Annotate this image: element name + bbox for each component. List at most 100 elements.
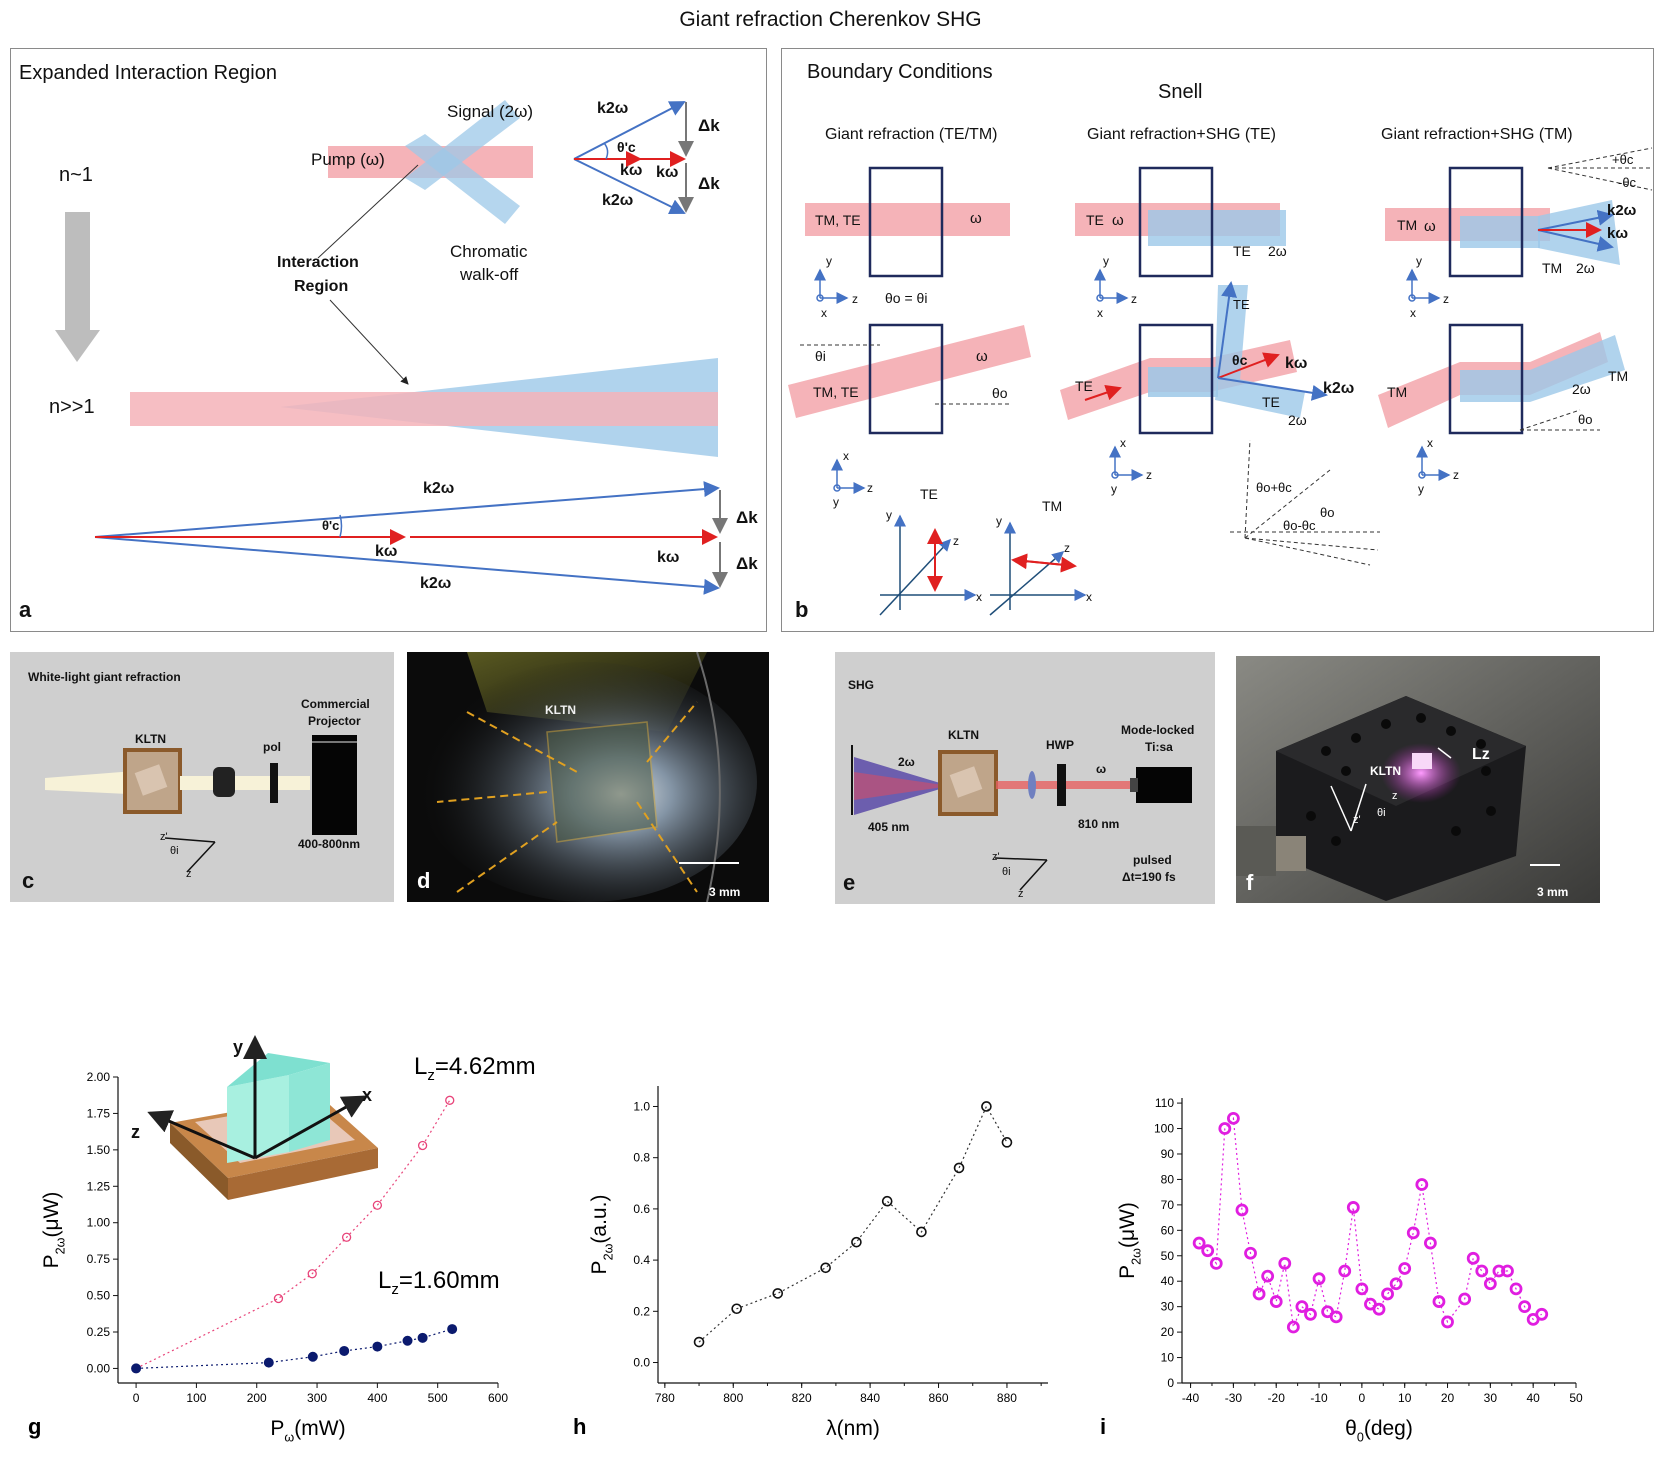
e-z: z — [1018, 888, 1024, 900]
data-point — [1329, 1310, 1343, 1324]
theta-arc-small — [603, 142, 609, 160]
x-tick-label: 100 — [186, 1391, 206, 1405]
e-kltn: KLTN — [948, 728, 980, 742]
beam-b2-bottom-blue — [1148, 367, 1218, 397]
panel-i-label: i — [1100, 1414, 1106, 1439]
c-axes — [164, 837, 216, 873]
x-tick-label: 780 — [655, 1391, 675, 1405]
y-tick-label: 1.0 — [633, 1099, 650, 1113]
y-tick-label: 90 — [1161, 1147, 1175, 1161]
e-laser-2: Ti:sa — [1145, 740, 1173, 754]
ax1-z: z — [852, 292, 858, 306]
y-tick-label: 20 — [1161, 1325, 1175, 1339]
e-theta: θi — [1002, 866, 1011, 878]
y-tick-label: 0.50 — [87, 1289, 111, 1303]
x-axis-label: θ0(deg) — [1345, 1417, 1413, 1444]
beam-b1-top — [805, 203, 1010, 236]
data-point — [1261, 1269, 1275, 1283]
ax5-z: z — [1146, 468, 1152, 482]
panel-a-heading: Expanded Interaction Region — [19, 62, 277, 84]
dk-label-a2: Δk — [698, 174, 720, 193]
crystal-b3-bottom — [1448, 323, 1524, 435]
data-point — [1278, 1257, 1292, 1270]
data-point — [1209, 1257, 1223, 1270]
data-point — [1252, 1287, 1266, 1301]
crystal-e-inner — [949, 766, 983, 798]
c-z: z — [186, 868, 192, 880]
tm3d-y: y — [996, 514, 1002, 528]
ax2-x: x — [1097, 306, 1103, 320]
y-tick-label: 80 — [1161, 1172, 1175, 1186]
mini-axes-3 — [1406, 268, 1441, 304]
ax6-y: y — [1418, 482, 1424, 496]
panel-b-heading: Boundary Conditions — [807, 61, 993, 83]
panel-b — [781, 48, 1654, 632]
b3-omega-top: ω — [1424, 218, 1436, 235]
ax6-z: z — [1453, 468, 1459, 482]
kw-label-a2: kω — [656, 164, 679, 181]
crystal-b3-top — [1448, 166, 1524, 278]
panel-a — [10, 48, 767, 632]
ax3-y: y — [1416, 254, 1422, 268]
x-tick-label: 860 — [929, 1391, 949, 1405]
leader-line-lower — [329, 299, 409, 385]
b3-tm-top: TM — [1397, 217, 1418, 233]
b3-2w-bottom: 2ω — [1572, 381, 1591, 397]
f-scale: 3 mm — [1537, 885, 1569, 899]
b2-omega-top: ω — [1112, 212, 1124, 229]
data-point — [417, 1332, 428, 1343]
series-label: Lz=4.62mm — [414, 1053, 536, 1084]
photo-d-drawing — [407, 652, 769, 902]
data-point — [341, 1232, 352, 1242]
k2w-label-a1: k2ω — [597, 100, 629, 117]
mini-axes-1 — [814, 268, 849, 304]
data-point — [131, 1363, 142, 1374]
theta-arc-big — [339, 514, 343, 538]
col3-heading: Giant refraction+SHG (TM) — [1381, 126, 1573, 143]
x-axis-label: Pω(mW) — [270, 1417, 345, 1444]
te-arrow-up — [1217, 281, 1238, 379]
data-point — [1423, 1236, 1437, 1250]
signal-label: Signal (2ω) — [447, 102, 534, 121]
b3-k2w-down — [1537, 229, 1614, 252]
b3-dash-5 — [1519, 409, 1581, 431]
panel-c-heading: White-light giant refraction — [28, 670, 181, 684]
dk-label-a3: Δk — [736, 508, 758, 527]
snell-label: Snell — [1158, 81, 1203, 103]
inset-crystal-right — [289, 1063, 330, 1152]
inset-crystal-top — [227, 1053, 330, 1087]
data-point — [1355, 1282, 1369, 1296]
y-tick-label: 1.75 — [87, 1106, 111, 1120]
x-tick-label: 840 — [860, 1391, 880, 1405]
theta-label-a1: θ'c — [617, 139, 636, 155]
photo-f-drawing — [1236, 656, 1600, 903]
data-point — [307, 1351, 318, 1362]
y-tick-label: 60 — [1161, 1223, 1175, 1237]
data-point — [731, 1303, 742, 1315]
b1-tmte-top: TM, TE — [815, 212, 861, 228]
c-pol: pol — [263, 740, 281, 754]
data-point — [1226, 1111, 1240, 1125]
ax1-y: y — [826, 254, 832, 268]
inset-axis-x: x — [362, 1085, 373, 1105]
k2w-label-a4: k2ω — [420, 575, 452, 592]
mini-axes-4 — [831, 458, 866, 494]
kw-label-a3: kω — [375, 543, 398, 560]
y-tick-label: 0.75 — [87, 1252, 111, 1266]
data-point — [1304, 1307, 1317, 1321]
data-point — [1458, 1292, 1472, 1306]
panel-g-label: g — [28, 1414, 41, 1439]
b1-omega-top: ω — [970, 210, 982, 227]
chromatic-label: Chromatic — [450, 242, 528, 261]
x-tick-label: 20 — [1441, 1391, 1455, 1405]
data-point — [372, 1341, 383, 1352]
b3-dash-3 — [1547, 167, 1653, 191]
col1-heading: Giant refraction (TE/TM) — [825, 126, 998, 143]
x-tick-label: 30 — [1484, 1391, 1498, 1405]
panel-e-heading: SHG — [848, 678, 875, 692]
f-zprime: z' — [1353, 814, 1361, 826]
b3-plus-theta: +θc — [1612, 152, 1634, 167]
